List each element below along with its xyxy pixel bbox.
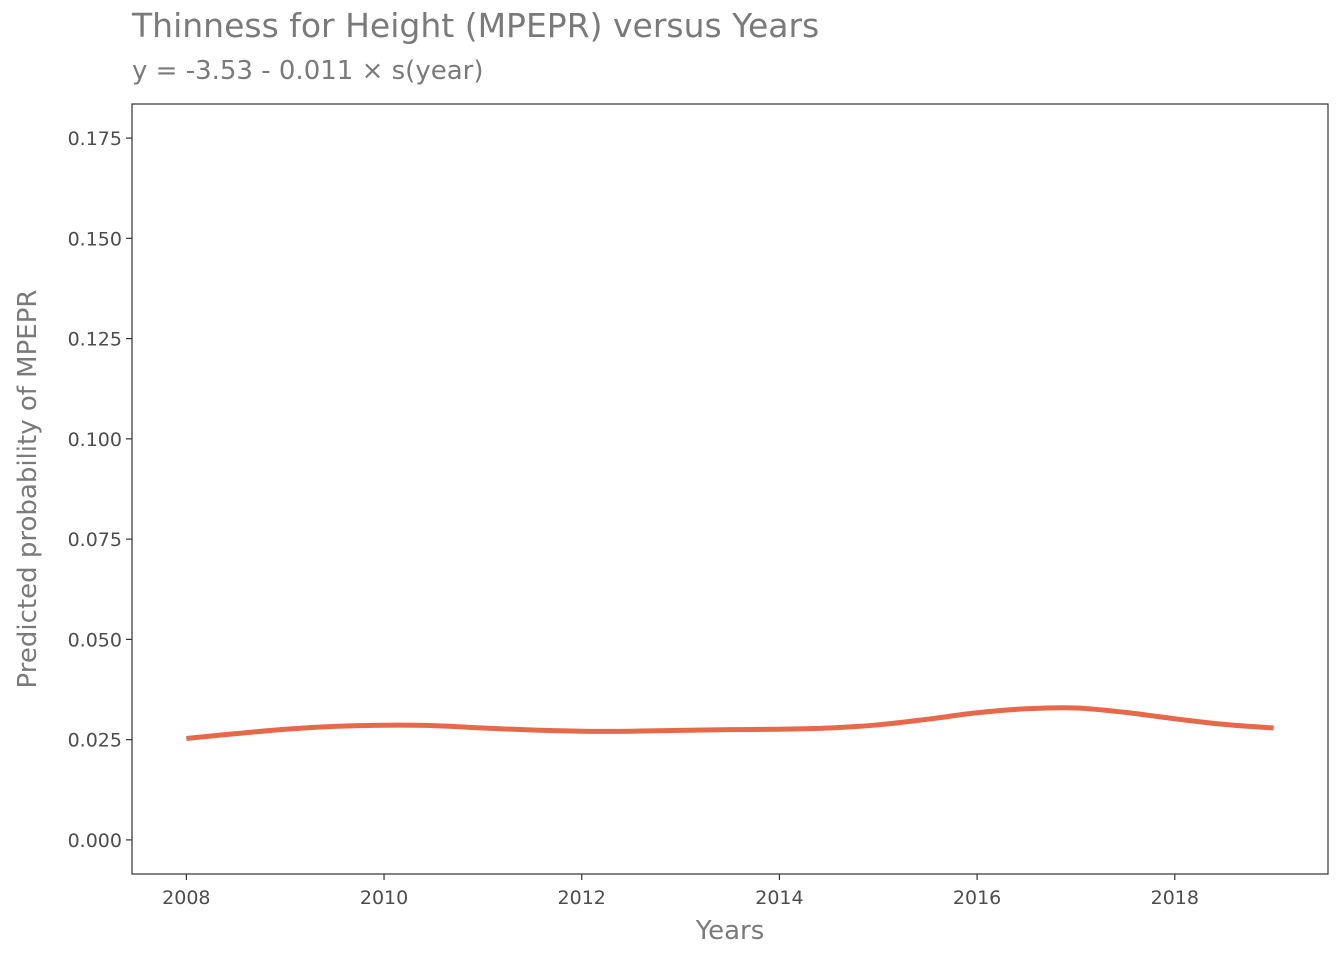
x-tick-label: 2010 (360, 887, 408, 909)
series-layer (186, 705, 1274, 741)
y-tick-label: 0.075 (68, 529, 122, 551)
y-tick-label: 0.125 (68, 329, 122, 351)
x-axis-title: Years (695, 916, 765, 946)
x-tick-label: 2016 (953, 887, 1001, 909)
y-axis: 0.000 0.025 0.050 0.075 0.100 0.125 0.150 0.175 (68, 128, 132, 852)
y-axis-title: Predicted probability of MPEPR (13, 290, 43, 689)
y-tick-label: 0.175 (68, 128, 122, 150)
x-tick-label: 2012 (558, 887, 606, 909)
plot-panel (131, 103, 1329, 875)
y-tick-label: 0.050 (68, 629, 122, 651)
y-tick-label: 0.100 (68, 429, 122, 451)
x-tick-label: 2008 (162, 887, 210, 909)
series-line (186, 705, 1274, 741)
x-axis: 2008 2010 2012 2014 2016 2018 (162, 874, 1199, 909)
x-tick-label: 2018 (1151, 887, 1199, 909)
y-tick-label: 0.150 (68, 228, 122, 250)
chart-title: Thinness for Height (MPEPR) versus Years (132, 6, 820, 45)
x-tick-label: 2014 (755, 887, 803, 909)
y-tick-label: 0.025 (68, 730, 122, 752)
y-tick-label: 0.000 (68, 830, 122, 852)
chart-subtitle: y = -3.53 - 0.011 × s(year) (132, 56, 484, 86)
